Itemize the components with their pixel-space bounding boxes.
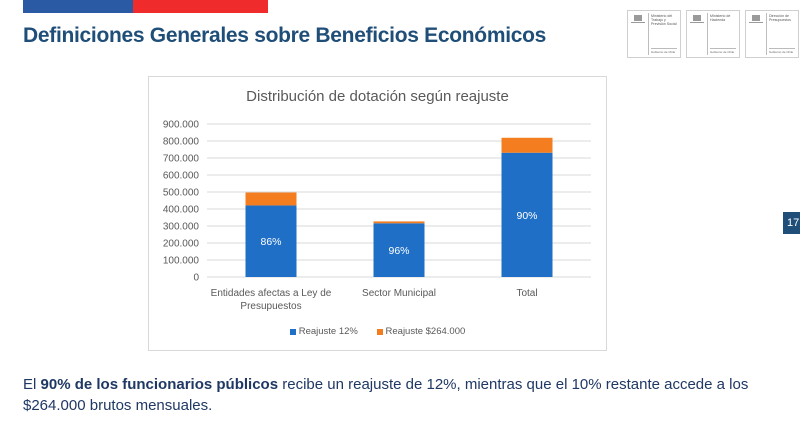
logo-divider xyxy=(707,13,708,55)
chart-legend: Reajuste 12% Reajuste $264.000 xyxy=(149,326,606,338)
y-tick-label: 500.000 xyxy=(163,188,200,199)
x-category-label: Total xyxy=(516,288,537,299)
legend-item-reajuste-12: Reajuste 12% xyxy=(289,326,358,337)
bar-reajuste-264000 xyxy=(501,137,553,153)
y-tick-label: 0 xyxy=(193,273,199,284)
coat-of-arms-icon xyxy=(749,15,763,23)
caption-prefix: El xyxy=(23,376,41,393)
logo-footer: Gobierno de Chile xyxy=(710,50,735,54)
data-label: 86% xyxy=(260,236,281,248)
chart-plot: 0 100.000 200.000 300.000 400.000 500.000 600.… xyxy=(163,120,591,312)
logo-rule xyxy=(769,48,795,49)
logo-name: Ministerio de Hacienda xyxy=(710,14,731,23)
logo-rule xyxy=(651,48,677,49)
logo-name: Dirección de Presupuestos xyxy=(769,14,791,23)
logo-ministerio-hacienda: Ministerio de Hacienda Gobierno de Chile xyxy=(686,10,740,58)
government-logos: Ministerio del Trabajo y Previsión Socia… xyxy=(627,10,799,58)
page-number: 17 xyxy=(783,212,800,234)
logo-rule xyxy=(710,48,736,49)
caption-rest: recibe un reajuste de 12%, mientras que … xyxy=(23,376,749,414)
x-category-label: Presupuestos xyxy=(240,301,301,312)
y-tick-label: 700.000 xyxy=(163,154,200,165)
bar-reajuste-264000 xyxy=(245,192,297,206)
logo-direccion-presupuestos: Dirección de Presupuestos Gobierno de Ch… xyxy=(745,10,799,58)
caption: El 90% de los funcionarios públicos reci… xyxy=(23,374,763,416)
y-tick-label: 400.000 xyxy=(163,205,200,216)
y-tick-label: 100.000 xyxy=(163,256,200,267)
bar-reajuste-12 xyxy=(501,152,553,277)
logo-divider xyxy=(648,13,649,55)
x-category-label: Sector Municipal xyxy=(362,288,436,299)
bar-reajuste-264000 xyxy=(373,221,425,224)
logo-ministerio-trabajo: Ministerio del Trabajo y Previsión Socia… xyxy=(627,10,681,58)
data-label: 96% xyxy=(388,245,409,257)
flag-stripe-blue xyxy=(23,0,133,13)
y-tick-label: 800.000 xyxy=(163,137,200,148)
chart-title: Distribución de dotación según reajuste xyxy=(246,88,509,105)
flag-stripe-red xyxy=(133,0,268,13)
logo-divider xyxy=(766,13,767,55)
chart: Distribución de dotación según reajuste … xyxy=(148,76,607,351)
legend-swatch xyxy=(376,328,383,335)
y-tick-label: 300.000 xyxy=(163,222,200,233)
legend-label: Reajuste 12% xyxy=(298,326,358,337)
caption-highlight: 90% de los funcionarios públicos xyxy=(40,376,279,393)
logo-name: Ministerio del Trabajo y Previsión Socia… xyxy=(651,14,677,27)
legend-swatch xyxy=(289,328,296,335)
page-title: Definiciones Generales sobre Beneficios … xyxy=(23,24,547,47)
bar-reajuste-12 xyxy=(373,223,425,277)
data-label: 90% xyxy=(516,210,537,222)
y-tick-label: 900.000 xyxy=(163,120,200,131)
coat-of-arms-icon xyxy=(631,15,645,23)
y-tick-label: 600.000 xyxy=(163,171,200,182)
legend-item-reajuste-264000: Reajuste $264.000 xyxy=(376,326,466,337)
logo-footer: Gobierno de Chile xyxy=(769,50,794,54)
logo-footer: Gobierno de Chile xyxy=(651,50,676,54)
coat-of-arms-icon xyxy=(690,15,704,23)
y-tick-label: 200.000 xyxy=(163,239,200,250)
legend-label: Reajuste $264.000 xyxy=(385,326,466,337)
x-category-label: Entidades afectas a Ley de xyxy=(211,288,332,299)
bar-reajuste-12 xyxy=(245,205,297,277)
